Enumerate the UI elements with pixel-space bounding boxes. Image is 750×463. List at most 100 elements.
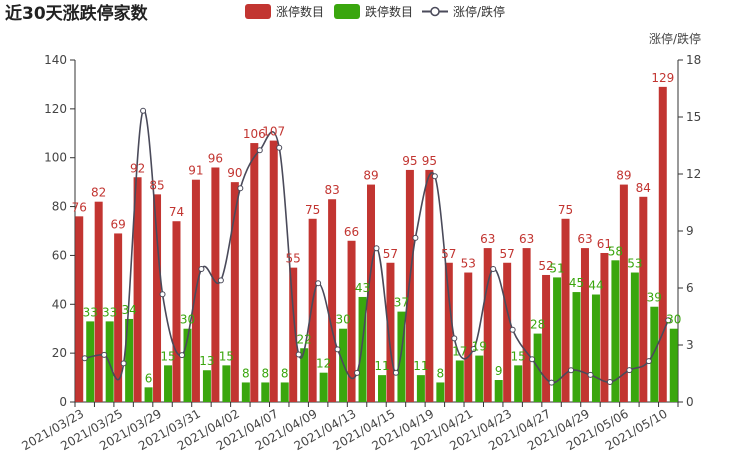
data-label-limit-down: 37 (394, 296, 409, 310)
ratio-point (548, 379, 555, 386)
right-axis-title: 涨停/跌停 (649, 31, 701, 46)
bar-limit-up (444, 262, 453, 402)
ratio-point (178, 352, 185, 359)
bar-limit-up (94, 201, 103, 402)
data-label-limit-down: 44 (588, 279, 603, 293)
bar-limit-down (630, 272, 639, 402)
ratio-point (237, 185, 244, 192)
data-label-limit-up: 84 (636, 181, 651, 195)
right-axis-tick-label: 0 (686, 395, 694, 409)
bar-limit-down (241, 382, 250, 402)
legend-label-limit-up: 涨停数目 (276, 4, 324, 19)
left-axis-tick-label: 120 (44, 102, 67, 116)
legend: 涨停数目 跌停数目 涨停/跌停 (245, 4, 505, 19)
legend-item-limit-up[interactable]: 涨停数目 (245, 4, 324, 19)
ratio-point (451, 335, 458, 342)
bar-limit-up (328, 199, 337, 402)
bar-limit-down (222, 365, 231, 402)
data-label-limit-down: 53 (627, 257, 642, 271)
chart-title: 近30天涨跌停家数 (5, 3, 149, 24)
data-label-limit-up: 89 (616, 169, 631, 183)
data-label-limit-down: 51 (549, 261, 564, 275)
bar-limit-down (261, 382, 270, 402)
right-axis-tick-label: 9 (686, 224, 694, 238)
left-axis-tick-label: 80 (52, 200, 67, 214)
data-label-limit-down: 9 (495, 364, 503, 378)
bar-limit-up (172, 221, 181, 402)
right-axis-tick-label: 6 (686, 281, 694, 295)
ratio-point (606, 379, 613, 386)
data-label-limit-up: 57 (383, 247, 398, 261)
data-label-limit-down: 39 (647, 291, 662, 305)
bar-limit-up (347, 240, 356, 402)
data-label-limit-down: 34 (121, 303, 136, 317)
bar-limit-down (358, 296, 367, 402)
ratio-point (256, 147, 263, 154)
ratio-point (431, 173, 438, 180)
bar-limit-down (378, 375, 386, 402)
data-label-limit-up: 82 (91, 186, 106, 200)
ratio-point (198, 266, 205, 272)
ratio-point (490, 266, 497, 272)
bar-limit-up (289, 267, 298, 402)
right-axis: 0 3 6 9 12 15 18 (677, 53, 701, 409)
bar-limit-down (125, 318, 134, 402)
left-axis: 0 20 40 60 80 100 120 140 (44, 53, 76, 409)
bar-limit-up (269, 140, 278, 402)
data-label-limit-down: 28 (530, 318, 545, 332)
data-label-limit-down: 17 (452, 344, 467, 358)
bar-limit-up (483, 248, 492, 402)
legend-item-ratio[interactable]: 涨停/跌停 (422, 4, 505, 19)
right-axis-tick-label: 18 (686, 53, 701, 67)
bar-limit-up (503, 262, 512, 402)
bar-limit-up (386, 262, 395, 402)
bar-limit-up (367, 184, 375, 402)
bar-limit-down (280, 382, 289, 402)
legend-item-limit-down[interactable]: 跌停数目 (334, 4, 413, 19)
left-axis-tick-label: 60 (52, 248, 67, 262)
ratio-point (626, 367, 633, 374)
bar-limit-down (514, 365, 523, 402)
ratio-point (645, 358, 652, 365)
data-label-limit-down: 30 (666, 313, 681, 327)
ratio-point (587, 371, 594, 378)
data-label-limit-down: 8 (261, 366, 269, 380)
bar-limit-down (553, 277, 562, 402)
data-label-limit-up: 95 (402, 154, 417, 168)
ratio-point (140, 107, 147, 114)
data-label-limit-down: 58 (608, 244, 623, 258)
right-axis-tick-label: 3 (686, 338, 694, 352)
bar-limit-down (475, 355, 484, 402)
bar-limit-up (114, 233, 123, 402)
data-label-limit-down: 13 (199, 354, 214, 368)
data-label-limit-down: 30 (180, 313, 195, 327)
right-axis-tick-label: 15 (686, 110, 701, 124)
bar-limit-down (572, 292, 581, 402)
legend-swatch-limit-up (245, 4, 271, 19)
ratio-point (568, 367, 575, 374)
ratio-point (81, 355, 88, 362)
bar-limit-down (416, 375, 425, 402)
data-label-limit-up: 57 (500, 247, 515, 261)
data-label-limit-down: 11 (374, 359, 389, 373)
bar-limit-down (105, 321, 114, 402)
bar-limit-up (230, 182, 239, 402)
bar-limit-down (319, 372, 328, 402)
ratio-point (217, 277, 224, 284)
left-axis-tick-label: 20 (52, 346, 67, 360)
data-label-limit-up: 55 (286, 252, 301, 266)
data-label-limit-down: 15 (160, 349, 175, 363)
bar-limit-up (658, 86, 667, 402)
bar-limit-up (619, 184, 628, 402)
data-label-limit-up: 90 (227, 166, 242, 180)
data-label-limit-up: 52 (538, 259, 553, 273)
data-label-limit-up: 107 (262, 125, 285, 139)
data-label-limit-up: 63 (480, 232, 495, 246)
data-label-limit-up: 61 (597, 237, 612, 251)
legend-swatch-limit-down (334, 4, 360, 19)
data-label-limit-up: 96 (208, 151, 223, 165)
data-label-limit-down: 43 (355, 281, 370, 295)
ratio-point (509, 326, 516, 333)
bar-limit-up (464, 272, 473, 402)
left-axis-tick-label: 40 (52, 297, 67, 311)
